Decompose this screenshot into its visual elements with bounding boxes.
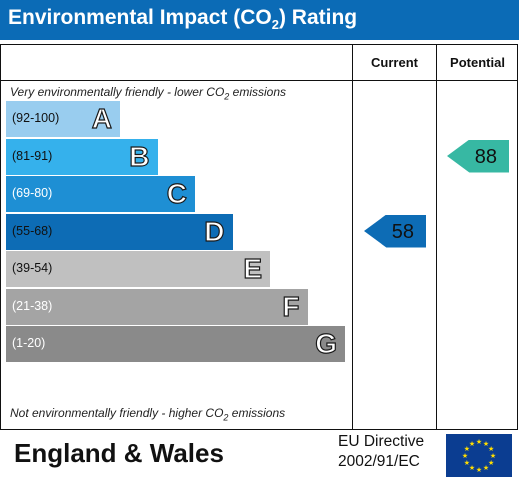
eu-star-icon: ★ — [483, 464, 489, 472]
band-range-label: (69-80) — [12, 186, 53, 200]
eu-directive: EU Directive 2002/91/EC — [338, 432, 424, 472]
band-letter: D — [204, 215, 225, 247]
eu-star-icon: ★ — [476, 466, 482, 474]
column-current: Current — [371, 55, 418, 70]
note-bottom-end: emissions — [228, 406, 286, 420]
band-range-label: (39-54) — [12, 261, 53, 275]
band-range-label: (1-20) — [12, 336, 46, 350]
directive-line1: EU Directive — [338, 433, 425, 450]
band-range-label: (55-68) — [12, 223, 53, 238]
eu-star-icon: ★ — [488, 445, 494, 453]
band-f: (21-38) F — [6, 288, 308, 325]
band-letter: G — [315, 327, 338, 359]
eu-star-icon: ★ — [464, 459, 470, 467]
eu-flag-icon: ★ ★★★★★★★★★★★ — [446, 434, 512, 477]
band-b: (81-91) B — [6, 138, 158, 175]
potential-rating-arrow-value: 88 — [474, 145, 497, 168]
band-letter: A — [91, 102, 112, 134]
band-range-label: (81-91) — [12, 148, 53, 163]
region-label: England & Wales — [14, 438, 224, 468]
title-subscript: 2 — [271, 17, 279, 33]
band-c: (69-80) C — [6, 176, 195, 212]
eu-star-icon: ★ — [488, 459, 494, 467]
title-end: ) Rating — [278, 6, 358, 29]
eu-star-icon: ★ — [476, 438, 482, 446]
eu-star-icon: ★ — [462, 452, 468, 460]
band-range-label: (92-100) — [12, 111, 60, 125]
note-bottom: Not environmentally friendly - higher CO… — [10, 406, 285, 422]
band-letter: E — [243, 252, 263, 284]
column-potential: Potential — [450, 55, 505, 70]
band-letter: F — [282, 290, 300, 322]
title-text: Environmental Impact (CO — [8, 6, 272, 29]
note-bottom-text: Not environmentally friendly - higher CO — [10, 406, 224, 420]
eu-star-icon: ★ — [490, 452, 496, 460]
note-bottom-sub: 2 — [223, 412, 229, 423]
note-top-text: Very environmentally friendly - lower CO — [10, 85, 225, 99]
directive-line2: 2002/91/EC — [338, 453, 420, 470]
eu-star-icon: ★ — [469, 464, 475, 472]
footer-line — [0, 429, 518, 430]
band-a: (92-100) A — [6, 101, 120, 137]
band-g: (1-20) G — [6, 326, 345, 362]
eu-star-icon: ★ — [483, 440, 489, 448]
note-top: Very environmentally friendly - lower CO… — [10, 85, 286, 101]
band-range-label: (21-38) — [12, 298, 53, 313]
note-top-end: emissions — [229, 85, 286, 99]
band-letter: C — [166, 177, 187, 209]
chart-title: Environmental Impact (CO2) Rating — [0, 0, 519, 40]
eu-star-icon: ★ — [464, 445, 470, 453]
divider-current — [352, 44, 353, 430]
band-e: (39-54) E — [6, 251, 270, 287]
header-row-line — [0, 80, 518, 81]
band-letter: B — [129, 140, 150, 172]
band-d: (55-68) D — [6, 213, 233, 250]
current-rating-arrow-value: 58 — [391, 220, 414, 243]
note-top-sub: 2 — [224, 91, 230, 102]
eu-star-icon: ★ — [469, 440, 475, 448]
divider-potential — [436, 44, 437, 430]
